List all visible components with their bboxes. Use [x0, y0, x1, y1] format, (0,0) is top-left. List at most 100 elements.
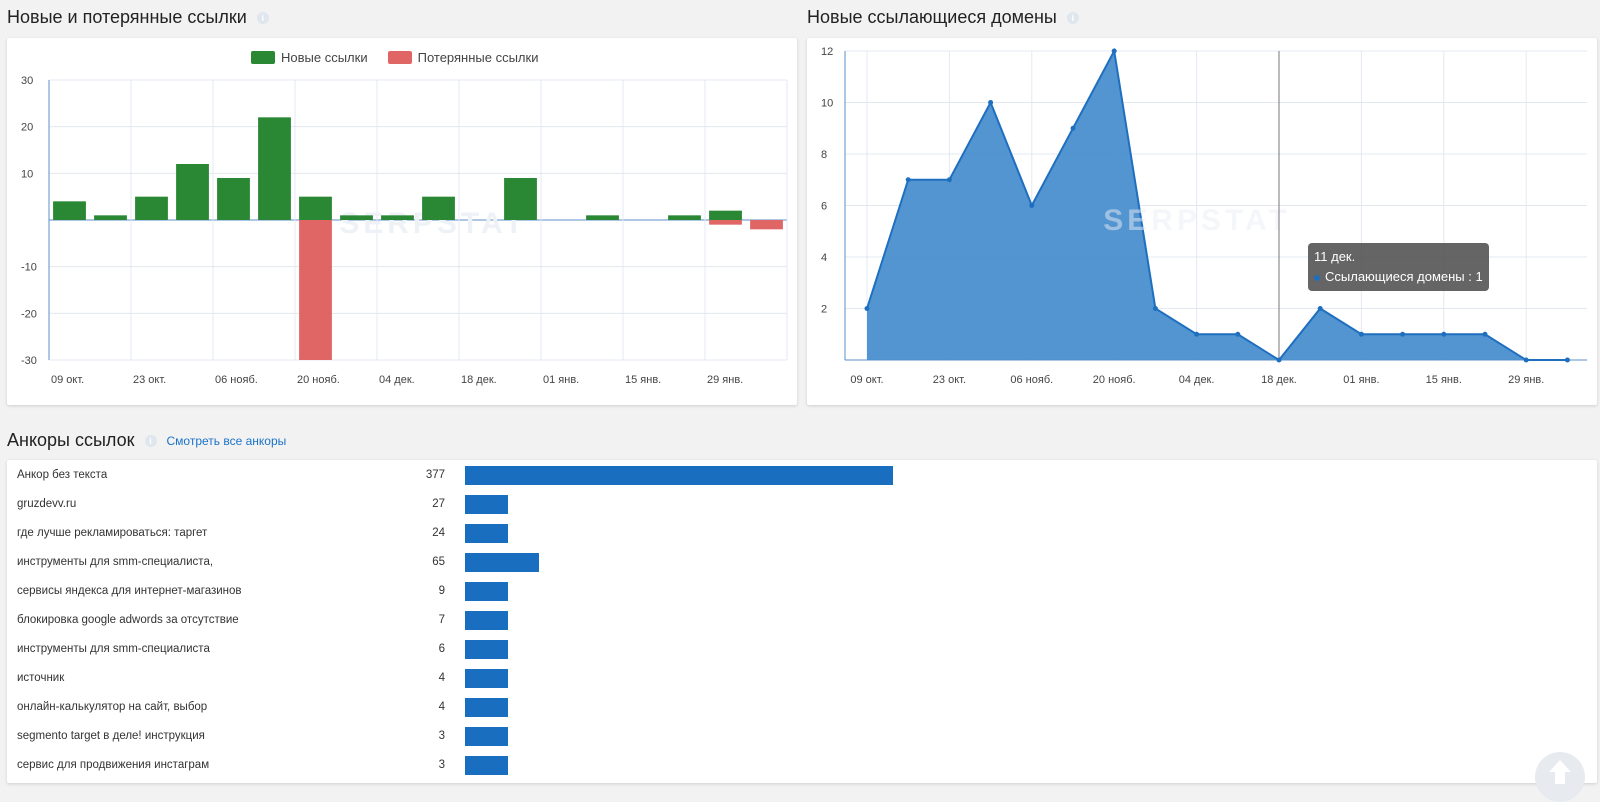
tooltip-text: Ссылающиеся домены : 1 — [1325, 269, 1483, 284]
legend-swatch-new — [251, 51, 275, 64]
anchors-title-text: Анкоры ссылок — [7, 430, 135, 450]
anchor-bar — [465, 611, 508, 630]
data-point — [1029, 203, 1035, 208]
anchor-row: инструменты для smm-специалиста 6 — [17, 639, 445, 659]
data-point — [1317, 306, 1323, 311]
new-links-bar — [422, 196, 455, 220]
new-links-bar — [668, 215, 701, 220]
y-tick-label: 8 — [821, 149, 827, 161]
anchor-bar — [465, 524, 508, 543]
lost-links-bar — [709, 220, 742, 225]
watermark: SERPSTAT — [1103, 204, 1291, 237]
anchor-row: сервис для продвижения инстаграм 3 — [17, 755, 445, 775]
data-point — [1564, 357, 1570, 363]
info-icon[interactable]: i — [256, 11, 269, 24]
new-links-bar — [381, 215, 414, 220]
anchor-bar — [465, 582, 508, 601]
y-tick-label: -10 — [21, 262, 37, 274]
new-domains-panel: 2 4 6 8 10 12 SERPSTAT 09 окт. 23 окт. 06 нояб. 20… — [807, 38, 1597, 405]
anchor-row: инструменты для smm-специалиста, 65 — [17, 552, 445, 572]
y-tick-label: 20 — [21, 122, 33, 134]
legend-label-new: Новые ссылки — [281, 50, 368, 65]
x-tick-label: 29 янв. — [707, 374, 743, 386]
anchor-count: 3 — [438, 759, 445, 771]
area-fill — [867, 51, 1568, 360]
data-point — [1235, 331, 1241, 337]
x-tick-label: 23 окт. — [133, 374, 166, 386]
new-links-bar — [217, 178, 250, 220]
data-point — [988, 100, 994, 105]
legend-item-new[interactable]: Новые ссылки — [251, 50, 368, 65]
x-tick-label: 18 дек. — [1261, 374, 1297, 386]
info-icon[interactable]: i — [144, 434, 157, 447]
anchor-count: 27 — [432, 498, 445, 510]
new-lost-links-panel: Новые ссылки Потерянные ссылки 30 20 10 -10… — [7, 38, 797, 405]
anchor-label[interactable]: инструменты для smm-специалиста — [17, 643, 210, 655]
scroll-to-top-button[interactable] — [1535, 752, 1585, 802]
x-tick-label: 01 янв. — [1343, 374, 1379, 386]
legend-label-lost: Потерянные ссылки — [417, 50, 539, 65]
tooltip-dot — [1314, 274, 1320, 281]
new-domains-chart: 2 4 6 8 10 12 SERPSTAT 09 окт. 23 окт. 06 нояб. 20… — [821, 46, 1587, 386]
y-tick-label: 10 — [821, 98, 833, 110]
new-links-bar — [504, 178, 537, 220]
series-line — [866, 47, 1568, 362]
anchor-row: сервисы яндекса для интернет-магазинов 9 — [17, 581, 445, 601]
x-tick-label: 09 окт. — [850, 374, 883, 386]
new-links-bar — [586, 215, 619, 220]
anchor-label[interactable]: Анкор без текста — [17, 469, 108, 481]
anchor-label[interactable]: блокировка google adwords за отсутствие — [17, 614, 239, 626]
anchor-bar — [465, 756, 508, 775]
anchor-count: 24 — [432, 527, 445, 539]
data-point — [1152, 306, 1158, 311]
info-icon[interactable]: i — [1066, 11, 1079, 24]
x-tick-label: 20 нояб. — [1093, 374, 1136, 386]
lost-links-bar — [750, 220, 783, 230]
anchor-label[interactable]: segmento target в деле! инструкция — [17, 730, 205, 742]
anchor-label[interactable]: источник — [17, 672, 65, 684]
anchor-label[interactable]: где лучше рекламироваться: таргет — [17, 527, 208, 539]
data-point — [1194, 331, 1200, 337]
y-tick-label: 12 — [821, 46, 833, 58]
x-tick-label: 20 нояб. — [297, 374, 340, 386]
y-tick-label: -30 — [21, 355, 37, 367]
anchor-label[interactable]: gruzdevv.ru — [17, 498, 77, 510]
x-tick-label: 18 дек. — [461, 374, 497, 386]
anchor-bar — [465, 495, 508, 514]
data-point — [1523, 357, 1529, 363]
anchor-count: 4 — [438, 701, 445, 713]
anchor-bar — [465, 698, 508, 717]
y-tick-label: 10 — [21, 168, 33, 180]
anchor-count: 7 — [438, 614, 445, 626]
anchor-count: 65 — [432, 556, 445, 568]
legend-item-lost[interactable]: Потерянные ссылки — [387, 50, 539, 65]
lost-links-bar — [299, 220, 332, 360]
new-links-bar — [176, 164, 209, 220]
anchor-label[interactable]: онлайн-калькулятор на сайт, выбор — [17, 701, 208, 713]
chart-tooltip: 11 дек. Ссылающиеся домены : 1 — [1308, 243, 1489, 291]
x-tick-label: 29 янв. — [1508, 374, 1544, 386]
anchor-row: онлайн-калькулятор на сайт, выбор 4 — [17, 697, 445, 717]
anchor-label[interactable]: сервис для продвижения инстаграм — [17, 759, 210, 771]
data-point — [905, 177, 911, 183]
tooltip-value: Ссылающиеся домены : 1 — [1314, 267, 1483, 287]
anchor-label[interactable]: сервисы яндекса для интернет-магазинов — [17, 585, 242, 597]
data-point — [1358, 331, 1364, 337]
anchor-bar — [465, 727, 508, 746]
new-links-bar — [94, 215, 127, 220]
y-tick-label: 2 — [821, 304, 827, 316]
data-point — [1441, 331, 1447, 337]
data-point — [1111, 48, 1117, 54]
x-tick-label: 15 янв. — [1426, 374, 1462, 386]
x-tick-label: 04 дек. — [1179, 374, 1215, 386]
anchors-title: Анкоры ссылок i Смотреть все анкоры — [7, 430, 286, 451]
data-point — [1482, 331, 1488, 337]
anchor-label[interactable]: инструменты для smm-специалиста, — [17, 556, 214, 568]
new-lost-links-title-text: Новые и потерянные ссылки — [7, 7, 247, 27]
data-point — [1070, 125, 1076, 131]
y-tick-label: 4 — [821, 252, 827, 264]
new-links-bar — [340, 215, 373, 220]
view-all-anchors-link[interactable]: Смотреть все анкоры — [166, 433, 287, 448]
new-domains-title-text: Новые ссылающиеся домены — [807, 7, 1057, 27]
